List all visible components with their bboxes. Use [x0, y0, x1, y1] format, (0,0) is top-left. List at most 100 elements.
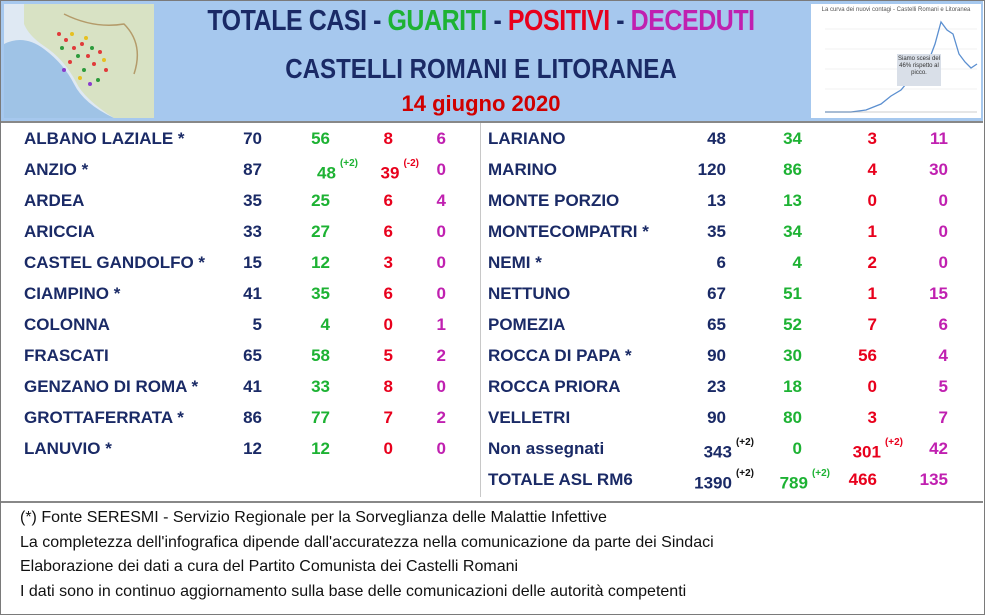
table-row: NEMI * 6 4 2 0 [0, 250, 985, 276]
deceased: 0 [437, 374, 446, 400]
recovered-value: 33 [311, 377, 330, 396]
recovered: 58 [311, 343, 330, 369]
recovered: 789(+2) [780, 467, 830, 497]
recovered-value: 56 [311, 129, 330, 148]
table-row: GENZANO DI ROMA * 41 33 8 0 [0, 374, 985, 400]
recovered-value: 25 [311, 191, 330, 210]
positive-delta: (-2) [403, 158, 419, 169]
deceased: 0 [939, 188, 948, 214]
deceased-value: 0 [436, 222, 446, 241]
deceased: 4 [437, 188, 446, 214]
deceased: 2 [437, 405, 446, 431]
positive: 39(-2) [381, 157, 419, 187]
positive-value: 6 [383, 222, 393, 241]
positive-value: 6 [383, 191, 393, 210]
positive-delta: (+2) [884, 437, 903, 448]
total-cases: 13 [707, 188, 726, 214]
positive: 2 [868, 250, 877, 276]
deceased: 135 [920, 467, 948, 493]
deceased-value: 6 [436, 129, 446, 148]
total-cases-delta: (+2) [735, 437, 754, 448]
deceased-value: 0 [436, 377, 446, 396]
table-row: FRASCATI 65 58 5 2 [0, 343, 985, 369]
table-row: ROCCA DI PAPA * 90 30 56 4 [0, 343, 985, 369]
infographic-title: TOTALE CASI - GUARITI - POSITIVI - DECED… [206, 5, 756, 38]
deceased-value: 11 [930, 129, 948, 148]
recovered-value: 35 [311, 284, 330, 303]
table-row: ANZIO * 87 48(+2) 39(-2) 0 [0, 157, 985, 183]
recovered: 4 [321, 312, 330, 338]
recovered: 34 [783, 126, 802, 152]
positive: 1 [868, 219, 877, 245]
total-cases-value: 41 [243, 377, 262, 396]
deceased: 0 [437, 219, 446, 245]
table-row: GROTTAFERRATA * 86 77 7 2 [0, 405, 985, 431]
positive-value: 0 [867, 377, 877, 396]
positive: 8 [384, 126, 393, 152]
deceased: 11 [930, 126, 948, 152]
deceased: 6 [939, 312, 948, 338]
total-cases-value: 12 [243, 439, 262, 458]
title-separator: - [609, 5, 631, 37]
recovered: 80 [783, 405, 802, 431]
recovered-value: 18 [783, 377, 802, 396]
positive-value: 301 [852, 442, 881, 462]
deceased: 5 [939, 374, 948, 400]
municipality-name: COLONNA [24, 315, 110, 334]
positive-value: 3 [867, 408, 877, 427]
deceased-value: 30 [929, 160, 948, 179]
positive: 56 [858, 343, 877, 369]
total-cases-value: 35 [707, 222, 726, 241]
total-cases: 90 [707, 405, 726, 431]
table-row: MONTECOMPATRI * 35 34 1 0 [0, 219, 985, 245]
total-cases-value: 86 [243, 408, 262, 427]
total-cases-value: 33 [243, 222, 262, 241]
total-cases: 87 [243, 157, 262, 183]
deceased: 0 [437, 436, 446, 462]
title-deceduti: DECEDUTI [630, 5, 755, 37]
positive-value: 3 [383, 253, 393, 272]
recovered: 30 [783, 343, 802, 369]
recovered-value: 789 [779, 473, 808, 493]
positive-value: 5 [383, 346, 393, 365]
positive: 0 [868, 188, 877, 214]
total-cases-value: 5 [252, 315, 262, 334]
table-row: POMEZIA 65 52 7 6 [0, 312, 985, 338]
total-cases: 35 [707, 219, 726, 245]
recovered: 12 [311, 250, 330, 276]
recovered-value: 27 [311, 222, 330, 241]
total-cases: 65 [243, 343, 262, 369]
recovered: 35 [311, 281, 330, 307]
municipality-name: POMEZIA [488, 315, 566, 334]
positive-value: 2 [867, 253, 877, 272]
title-positivi: POSITIVI [507, 5, 610, 37]
deceased-value: 0 [436, 284, 446, 303]
recovered: 18 [783, 374, 802, 400]
municipality-name: VELLETRI [488, 408, 571, 427]
positive: 7 [868, 312, 877, 338]
municipality-name: LANUVIO * [24, 439, 112, 458]
recovered-delta: (+2) [339, 158, 358, 169]
footer-line: La completezza dell'infografica dipende … [20, 533, 714, 551]
table-row: MARINO 120 86 4 30 [0, 157, 985, 183]
total-cases: 6 [717, 250, 726, 276]
total-cases: 120 [698, 157, 726, 183]
deceased: 0 [939, 250, 948, 276]
recovered-value: 86 [783, 160, 802, 179]
deceased: 15 [929, 281, 948, 307]
recovered: 12 [311, 436, 330, 462]
title-total: TOTALE CASI [207, 5, 367, 37]
table-row: COLONNA 5 4 0 1 [0, 312, 985, 338]
deceased: 42 [929, 436, 948, 462]
municipality-name: CIAMPINO * [24, 284, 121, 303]
deceased: 0 [437, 250, 446, 276]
total-cases: 12 [243, 436, 262, 462]
recovered-value: 4 [792, 253, 802, 272]
deceased-value: 5 [938, 377, 948, 396]
column-divider [480, 123, 481, 497]
positive: 1 [868, 281, 877, 307]
positive: 0 [868, 374, 877, 400]
positive-value: 0 [867, 191, 877, 210]
trend-thumbnail: La curva dei nuovi contagi - Castelli Ro… [811, 4, 981, 118]
municipality-name: ARDEA [24, 191, 85, 210]
